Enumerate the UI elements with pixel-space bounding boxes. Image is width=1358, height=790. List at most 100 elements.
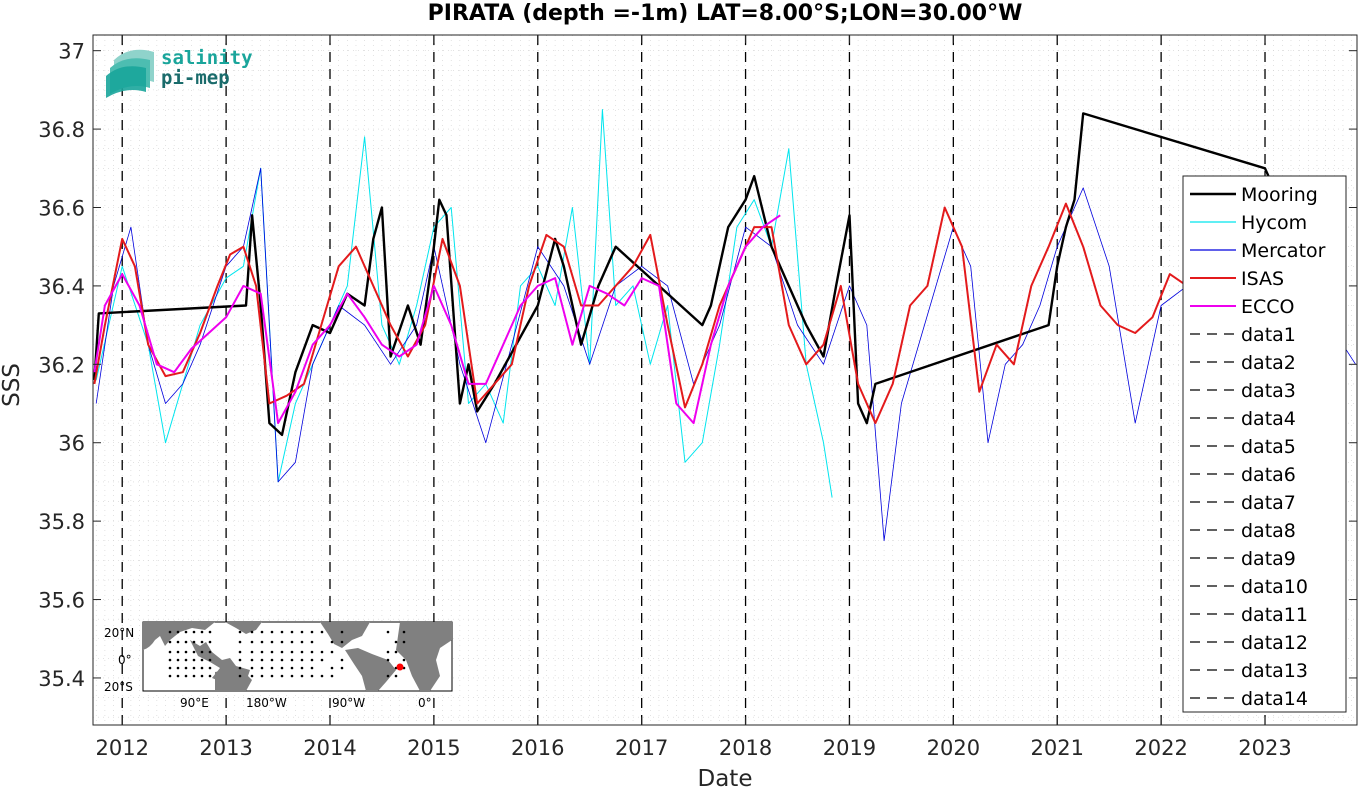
mooring-dot	[260, 674, 264, 678]
mooring-dot	[200, 630, 204, 634]
mooring-dot	[184, 658, 188, 662]
mooring-dot	[208, 640, 212, 644]
y-tick-label: 36.2	[38, 353, 85, 377]
legend-label-isas: ISAS	[1241, 268, 1284, 290]
mooring-dot	[280, 630, 284, 634]
mooring-dot	[208, 658, 212, 662]
y-tick-label: 36	[58, 432, 85, 456]
mooring-dot	[192, 674, 196, 678]
legend-label-data8: data8	[1241, 520, 1296, 542]
x-tick-label: 2018	[719, 736, 772, 760]
mooring-dot	[176, 650, 180, 654]
mooring-dot	[176, 666, 180, 670]
x-tick-label: 2023	[1238, 736, 1291, 760]
inset-lon-label-90e: 90°E	[180, 696, 209, 710]
series-line-mooring	[93, 112, 1275, 437]
mooring-dot	[386, 674, 390, 678]
legend-label-mercator: Mercator	[1241, 240, 1326, 262]
inset-lon-label-180w: 180°W	[246, 696, 287, 710]
mooring-dot	[280, 650, 284, 654]
mooring-dot	[270, 630, 274, 634]
legend-label-data14: data14	[1241, 688, 1308, 710]
mooring-dot	[402, 640, 406, 644]
series-line-ecco	[93, 214, 781, 425]
mooring-dot	[300, 630, 304, 634]
mooring-dot	[320, 630, 324, 634]
mooring-dot	[238, 666, 242, 670]
mooring-dot	[176, 630, 180, 634]
mooring-dot	[290, 666, 294, 670]
mooring-dot	[330, 666, 334, 670]
mooring-dot	[168, 640, 172, 644]
mooring-dot	[168, 674, 172, 678]
y-tick-label: 35.4	[38, 667, 85, 691]
mooring-dot	[340, 666, 344, 670]
inset-lon-label-90w: 90°W	[332, 696, 365, 710]
legend-label-data9: data9	[1241, 548, 1296, 570]
mooring-dot	[270, 666, 274, 670]
mooring-dot	[280, 666, 284, 670]
mooring-dot	[300, 658, 304, 662]
mooring-dot	[250, 630, 254, 634]
chart-title: PIRATA (depth =-1m) LAT=8.00°S;LON=30.00…	[428, 1, 1023, 26]
y-axis-label: SSS	[0, 363, 25, 407]
mooring-dot	[310, 650, 314, 654]
legend-label-data5: data5	[1241, 436, 1296, 458]
plot-area	[92, 34, 1358, 726]
mooring-dot	[310, 666, 314, 670]
y-tick-label: 36.6	[38, 197, 85, 221]
mooring-dot	[250, 640, 254, 644]
mooring-dot	[394, 640, 398, 644]
mooring-dot	[386, 630, 390, 634]
mooring-dot	[168, 658, 172, 662]
x-tick-label: 2015	[407, 736, 460, 760]
y-tick-label: 35.6	[38, 589, 85, 613]
mooring-dot	[168, 666, 172, 670]
legend-label-mooring: Mooring	[1241, 184, 1318, 206]
mooring-dot	[394, 650, 398, 654]
legend-label-data3: data3	[1241, 380, 1296, 402]
mooring-dot	[176, 640, 180, 644]
mooring-dot	[320, 650, 324, 654]
data-series	[93, 109, 1356, 542]
mooring-dot	[200, 640, 204, 644]
mooring-dot	[184, 666, 188, 670]
mooring-dot	[402, 658, 406, 662]
x-tick-label: 2014	[303, 736, 356, 760]
x-axis-ticks: 2012 2013 2014 2015 2016 2017 2018 2019 2020 2021…	[95, 35, 1292, 760]
legend-box	[1182, 175, 1347, 713]
inset-lon-label-0: 0°	[418, 696, 432, 710]
logo-wave-icon	[106, 49, 154, 98]
legend-label-data11: data11	[1241, 604, 1308, 626]
mooring-dot	[330, 640, 334, 644]
mooring-dot	[402, 630, 406, 634]
legend: Mooring Hycom Mercator ISAS ECCO data1 data2 da…	[1182, 175, 1347, 713]
series-line-mercator	[95, 167, 1356, 542]
mooring-dot	[260, 666, 264, 670]
mooring-dot	[176, 658, 180, 662]
y-tick-label: 35.8	[38, 510, 85, 534]
legend-label-ecco: ECCO	[1241, 296, 1295, 318]
mooring-dot	[300, 640, 304, 644]
inset-lat-label-0: 0°	[118, 653, 132, 667]
mooring-dot	[290, 650, 294, 654]
legend-label-data1: data1	[1241, 324, 1296, 346]
mooring-dot	[280, 658, 284, 662]
legend-label-data2: data2	[1241, 352, 1296, 374]
salinity-pimep-logo: salinity pi-mep	[106, 47, 253, 98]
mooring-dot	[340, 640, 344, 644]
mooring-dot	[168, 630, 172, 634]
y-tick-label: 36.4	[38, 275, 85, 299]
mooring-dot	[386, 650, 390, 654]
mooring-dot	[300, 650, 304, 654]
mooring-dot	[184, 674, 188, 678]
land-masses	[143, 622, 452, 691]
mooring-dot	[270, 650, 274, 654]
mooring-dot	[280, 674, 284, 678]
mooring-dot	[310, 630, 314, 634]
mooring-dot	[250, 658, 254, 662]
mooring-dot	[270, 640, 274, 644]
mooring-dot	[310, 640, 314, 644]
mooring-dot	[192, 640, 196, 644]
